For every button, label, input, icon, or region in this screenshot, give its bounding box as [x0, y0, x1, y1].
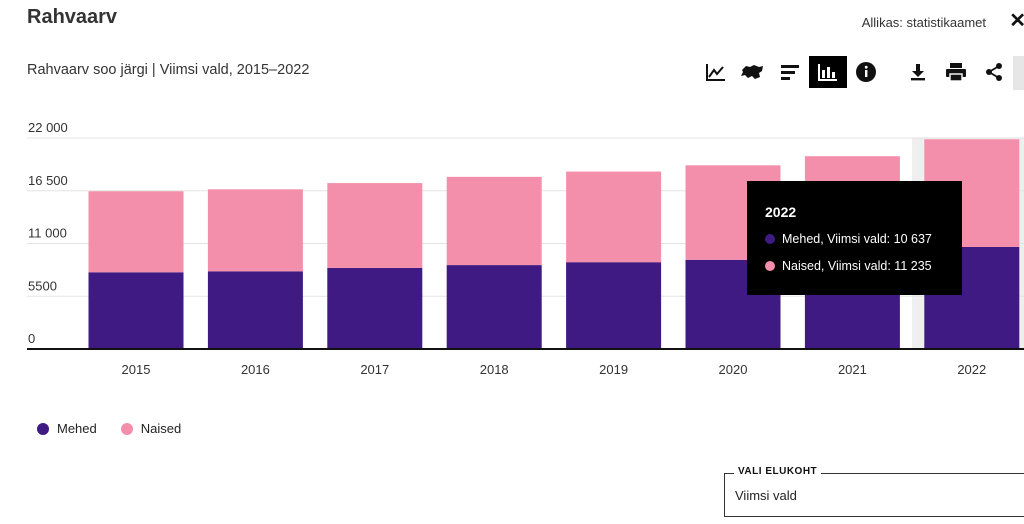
bar-mehed-2019[interactable]	[566, 262, 662, 349]
chart-subtitle: Rahvaarv soo järgi | Viimsi vald, 2015–2…	[27, 62, 310, 78]
line-chart-icon	[706, 64, 725, 81]
bar-mehed-2016[interactable]	[207, 271, 303, 349]
bar-mehed-2015[interactable]	[88, 272, 184, 349]
legend-label-naised: Naised	[140, 421, 182, 436]
chart-legend: Mehed Naised	[37, 421, 205, 436]
map-button[interactable]	[734, 56, 770, 88]
chart-tooltip: 2022 Mehed, Viimsi vald: 10 637 Naised, …	[747, 181, 962, 295]
line-chart-button[interactable]	[698, 56, 734, 88]
location-select-value: Viimsi vald	[735, 488, 797, 503]
legend-label-mehed: Mehed	[57, 421, 97, 436]
bar-horizontal-icon	[781, 65, 799, 80]
stacked-column-icon	[818, 64, 837, 81]
download-icon	[911, 64, 925, 81]
tooltip-dot-naised	[765, 261, 775, 271]
y-tick-label: 0	[28, 331, 35, 346]
info-icon	[856, 62, 876, 82]
print-icon	[946, 63, 966, 82]
x-tick-label: 2021	[838, 362, 867, 377]
location-select-label: VALI ELUKOHT	[734, 466, 822, 477]
x-tick-label: 2020	[719, 362, 748, 377]
tooltip-row-mehed: Mehed, Viimsi vald: 10 637	[765, 231, 962, 247]
toolbar-more-button[interactable]	[1013, 56, 1024, 90]
legend-dot-naised	[120, 422, 133, 435]
bar-naised-2015[interactable]	[88, 191, 184, 273]
bar-naised-2017[interactable]	[327, 183, 423, 268]
x-tick-label: 2015	[122, 362, 151, 377]
close-icon[interactable]: ✕	[1009, 10, 1024, 32]
bar-naised-2018[interactable]	[446, 176, 542, 266]
bar-mehed-2017[interactable]	[327, 267, 423, 349]
page-title: Rahvaarv	[27, 6, 118, 28]
data-source: Allikas: statistikaamet	[861, 15, 986, 30]
tooltip-label-mehed: Mehed, Viimsi vald: 10 637	[782, 232, 932, 246]
tooltip-label-naised: Naised, Viimsi vald: 11 235	[782, 259, 932, 273]
stacked-bar-chart: 22 000 16 500 11 000 5500 0 2015 2016 2017 2018 2…	[27, 120, 1024, 377]
location-select[interactable]: VALI ELUKOHT Viimsi vald	[724, 466, 1024, 517]
tooltip-dot-mehed	[765, 234, 775, 244]
bar-naised-2019[interactable]	[566, 171, 662, 263]
legend-item-naised[interactable]: Naised	[120, 421, 182, 436]
x-tick-label: 2018	[480, 362, 509, 377]
x-tick-label: 2016	[241, 362, 270, 377]
legend-dot-mehed	[37, 422, 49, 435]
share-button[interactable]	[976, 56, 1012, 88]
x-tick-label: 2022	[957, 362, 986, 377]
bar-naised-2016[interactable]	[207, 189, 303, 272]
share-icon	[986, 63, 1002, 81]
y-tick-label: 22 000	[28, 120, 68, 135]
print-button[interactable]	[938, 56, 974, 88]
bar-mehed-2018[interactable]	[446, 265, 542, 349]
stacked-column-button[interactable]	[809, 56, 847, 88]
legend-item-mehed[interactable]: Mehed	[37, 421, 97, 436]
x-tick-label: 2019	[599, 362, 628, 377]
y-tick-label: 5500	[28, 278, 57, 293]
x-tick-label: 2017	[360, 362, 389, 377]
tooltip-row-naised: Naised, Viimsi vald: 11 235	[765, 258, 962, 274]
info-button[interactable]	[848, 56, 884, 88]
y-tick-label: 11 000	[28, 226, 67, 241]
y-tick-label: 16 500	[28, 173, 68, 188]
download-button[interactable]	[900, 56, 936, 88]
map-icon	[741, 65, 763, 79]
tooltip-title: 2022	[765, 204, 797, 220]
bar-horizontal-button[interactable]	[772, 56, 808, 88]
